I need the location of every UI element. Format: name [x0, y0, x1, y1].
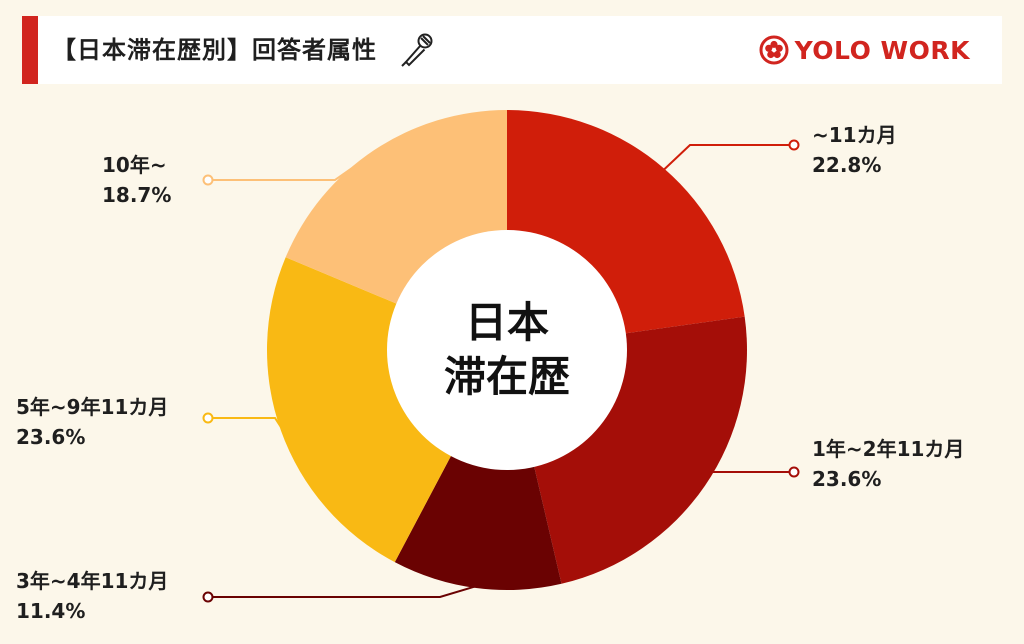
leader-line-4 — [208, 151, 376, 181]
slice-label-10y-plus: 10年~ 18.7% — [102, 150, 171, 210]
brand-name: YOLO WORK — [794, 35, 970, 65]
slice-label-1y-2y11m: 1年~2年11カ月 23.6% — [812, 434, 964, 494]
donut-center-label: 日本 滞在歴 — [437, 296, 577, 404]
slice-label-under-11-months: ~11カ月 22.8% — [812, 120, 897, 180]
slice-percent: 23.6% — [16, 425, 86, 449]
leader-line-3 — [208, 417, 284, 431]
slice-category: 5年~9年11カ月 — [16, 395, 169, 419]
slice-label-3y-4y11m: 3年~4年11カ月 11.4% — [16, 566, 168, 626]
slice-category: 3年~4年11カ月 — [16, 569, 169, 593]
leader-line-0 — [662, 144, 794, 172]
accent-bar — [22, 16, 38, 84]
slice-percent: 11.4% — [16, 599, 86, 623]
leader-dot-2 — [202, 591, 214, 603]
chart-header: 【日本滞在歴別】回答者属性 YOLO WORK — [22, 16, 1002, 84]
leader-line-1 — [698, 471, 794, 485]
center-line-1: 日本 — [464, 298, 549, 347]
leader-dot-4 — [202, 174, 214, 186]
yolo-logo-icon — [759, 35, 789, 65]
slice-category: 1年~2年11カ月 — [812, 437, 965, 461]
slice-percent: 18.7% — [102, 183, 172, 207]
leader-dot-1 — [788, 466, 800, 478]
slice-percent: 23.6% — [812, 467, 882, 491]
center-line-2: 滞在歴 — [443, 352, 570, 401]
slice-category: 10年~ — [102, 153, 167, 177]
slice-percent: 22.8% — [812, 153, 882, 177]
microphone-icon — [401, 33, 433, 67]
leader-dot-3 — [202, 412, 214, 424]
chart-title: 【日本滞在歴別】回答者属性 — [52, 36, 377, 64]
leader-dot-0 — [788, 139, 800, 151]
donut-hole — [387, 230, 627, 470]
slice-category: ~11カ月 — [812, 123, 897, 147]
leader-line-2 — [208, 585, 477, 598]
slice-label-5y-9y11m: 5年~9年11カ月 23.6% — [16, 392, 168, 452]
brand-logo: YOLO WORK — [759, 16, 970, 84]
